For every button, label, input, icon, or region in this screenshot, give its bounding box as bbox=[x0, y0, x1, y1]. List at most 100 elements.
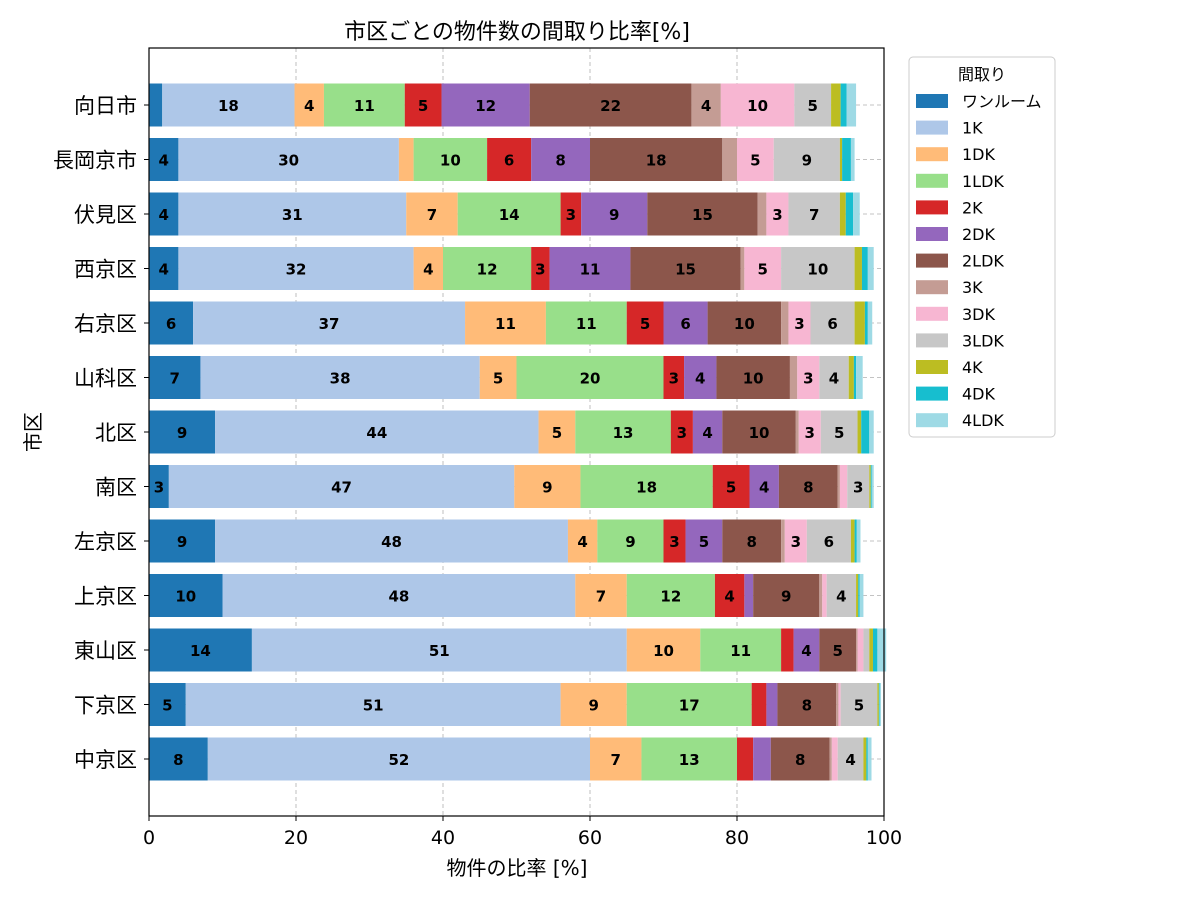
bar-segment bbox=[529, 83, 692, 127]
bar-segment bbox=[850, 138, 855, 181]
bar-segment bbox=[838, 683, 841, 726]
bar-segment bbox=[722, 410, 796, 454]
bar-segment bbox=[869, 410, 874, 454]
bar-segment bbox=[684, 356, 717, 399]
bar-segment bbox=[567, 519, 598, 563]
bar-value-label: 3 bbox=[669, 370, 679, 388]
bar-value-label: 44 bbox=[366, 424, 387, 442]
bar-segment bbox=[222, 574, 576, 617]
bar-segment bbox=[853, 356, 857, 399]
bar-value-label: 14 bbox=[190, 642, 211, 660]
bar-segment bbox=[857, 410, 862, 454]
bar-value-label: 4 bbox=[701, 97, 711, 115]
bar-segment bbox=[793, 628, 820, 672]
bar-value-label: 18 bbox=[646, 152, 667, 170]
bar-segment bbox=[737, 138, 774, 181]
legend-swatch bbox=[916, 253, 948, 268]
bar-segment bbox=[831, 83, 841, 127]
legend-label: 4DK bbox=[962, 385, 996, 404]
y-tick-label: 左京区 bbox=[74, 530, 137, 554]
bar-segment bbox=[443, 247, 532, 290]
x-tick-label: 20 bbox=[284, 827, 308, 849]
bar-segment bbox=[839, 138, 843, 181]
bar-segment bbox=[858, 574, 860, 617]
bar-segment bbox=[294, 83, 324, 127]
bar-value-label: 7 bbox=[427, 206, 437, 224]
bar-segment bbox=[866, 737, 868, 781]
bar-value-label: 8 bbox=[795, 751, 805, 769]
y-tick-label: 伏見区 bbox=[74, 203, 137, 227]
legend-swatch bbox=[916, 333, 948, 348]
bar-value-label: 5 bbox=[726, 479, 736, 497]
y-axis-label: 市区 bbox=[21, 412, 45, 452]
bar-value-label: 51 bbox=[429, 642, 450, 660]
bar-value-label: 3 bbox=[853, 479, 863, 497]
chart-title: 市区ごとの物件数の間取り比率[%] bbox=[344, 20, 690, 45]
bar-segment bbox=[149, 683, 186, 726]
bar-value-label: 9 bbox=[625, 533, 635, 551]
bar-value-label: 6 bbox=[824, 533, 834, 551]
bar-value-label: 5 bbox=[552, 424, 562, 442]
bar-segment bbox=[781, 301, 789, 345]
bar-segment bbox=[867, 301, 873, 345]
y-axis: 中京区 下京区 東山区 上京区 左京区 南区 北区 山科区 右京区 西京区 伏見区 長岡京市 向日市 bbox=[53, 94, 149, 772]
bar-segment bbox=[200, 356, 480, 399]
bar-segment bbox=[861, 410, 870, 454]
bar-segment bbox=[819, 356, 849, 399]
y-tick-label: 西京区 bbox=[74, 258, 137, 282]
bar-value-label: 5 bbox=[832, 642, 842, 660]
bar-value-label: 4 bbox=[695, 370, 705, 388]
bar-segment bbox=[837, 465, 840, 508]
bar-value-label: 8 bbox=[802, 697, 812, 715]
bar-value-label: 18 bbox=[636, 479, 657, 497]
bar-segment bbox=[826, 574, 857, 617]
bar-segment bbox=[870, 465, 872, 508]
bar-value-label: 5 bbox=[162, 697, 172, 715]
bar-segment bbox=[753, 574, 820, 617]
bar-value-label: 9 bbox=[609, 206, 619, 224]
bar-segment bbox=[626, 683, 752, 726]
bar-segment bbox=[829, 737, 832, 781]
bar-value-label: 11 bbox=[580, 261, 601, 279]
bar-segment bbox=[487, 138, 532, 181]
bar-value-label: 10 bbox=[747, 97, 768, 115]
bar-segment bbox=[538, 410, 576, 454]
bar-segment bbox=[149, 519, 216, 563]
bar-value-label: 47 bbox=[331, 479, 352, 497]
bar-segment bbox=[744, 574, 754, 617]
bar-value-label: 7 bbox=[611, 751, 621, 769]
legend-label: 3LDK bbox=[962, 331, 1004, 350]
bar-value-label: 10 bbox=[807, 261, 828, 279]
bar-value-label: 13 bbox=[679, 751, 700, 769]
bar-segment bbox=[479, 356, 517, 399]
bar-value-label: 11 bbox=[354, 97, 375, 115]
bar-value-label: 4 bbox=[829, 370, 839, 388]
bar-segment bbox=[207, 737, 591, 781]
bar-value-label: 38 bbox=[330, 370, 351, 388]
bar-segment bbox=[863, 737, 867, 781]
bar-value-label: 22 bbox=[600, 97, 621, 115]
bar-segment bbox=[663, 519, 686, 563]
bar-segment bbox=[560, 192, 582, 236]
y-tick-label: 上京区 bbox=[74, 585, 137, 609]
bar-value-label: 4 bbox=[759, 479, 769, 497]
bar-value-label: 10 bbox=[734, 315, 755, 333]
bar-value-label: 10 bbox=[743, 370, 764, 388]
legend-label: ワンルーム bbox=[962, 92, 1042, 111]
bar-value-label: 6 bbox=[166, 315, 176, 333]
bar-value-label: 7 bbox=[809, 206, 819, 224]
legend-label: 1DK bbox=[962, 145, 996, 164]
bar-segment bbox=[149, 574, 223, 617]
bar-value-label: 6 bbox=[504, 152, 514, 170]
bar-segment bbox=[580, 465, 713, 508]
bar-segment bbox=[839, 192, 846, 236]
bar-segment bbox=[856, 574, 859, 617]
bar-segment bbox=[831, 737, 838, 781]
bar-segment bbox=[753, 737, 771, 781]
bar-segment bbox=[149, 301, 194, 345]
legend-label: 2DK bbox=[962, 225, 996, 244]
bar-value-label: 15 bbox=[675, 261, 696, 279]
bar-value-label: 18 bbox=[218, 97, 239, 115]
bar-value-label: 5 bbox=[750, 152, 760, 170]
bar-value-label: 6 bbox=[827, 315, 837, 333]
